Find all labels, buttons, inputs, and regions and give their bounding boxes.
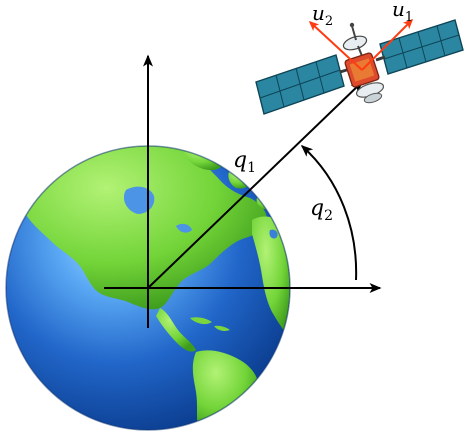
angle-arc-q2	[300, 144, 358, 281]
label-u1: u1	[392, 0, 413, 25]
label-q2: q2	[310, 196, 333, 224]
coordinate-axes	[104, 54, 382, 328]
right-solar-panel	[379, 19, 464, 75]
thrust-vector-u1	[361, 18, 414, 71]
label-u2: u2	[312, 1, 333, 29]
thrust-vector-u2	[308, 20, 363, 71]
earth-globe-icon	[5, 145, 291, 431]
label-q1: q1	[233, 148, 256, 176]
left-solar-panel	[255, 54, 345, 115]
position-vector-q1	[147, 80, 364, 289]
